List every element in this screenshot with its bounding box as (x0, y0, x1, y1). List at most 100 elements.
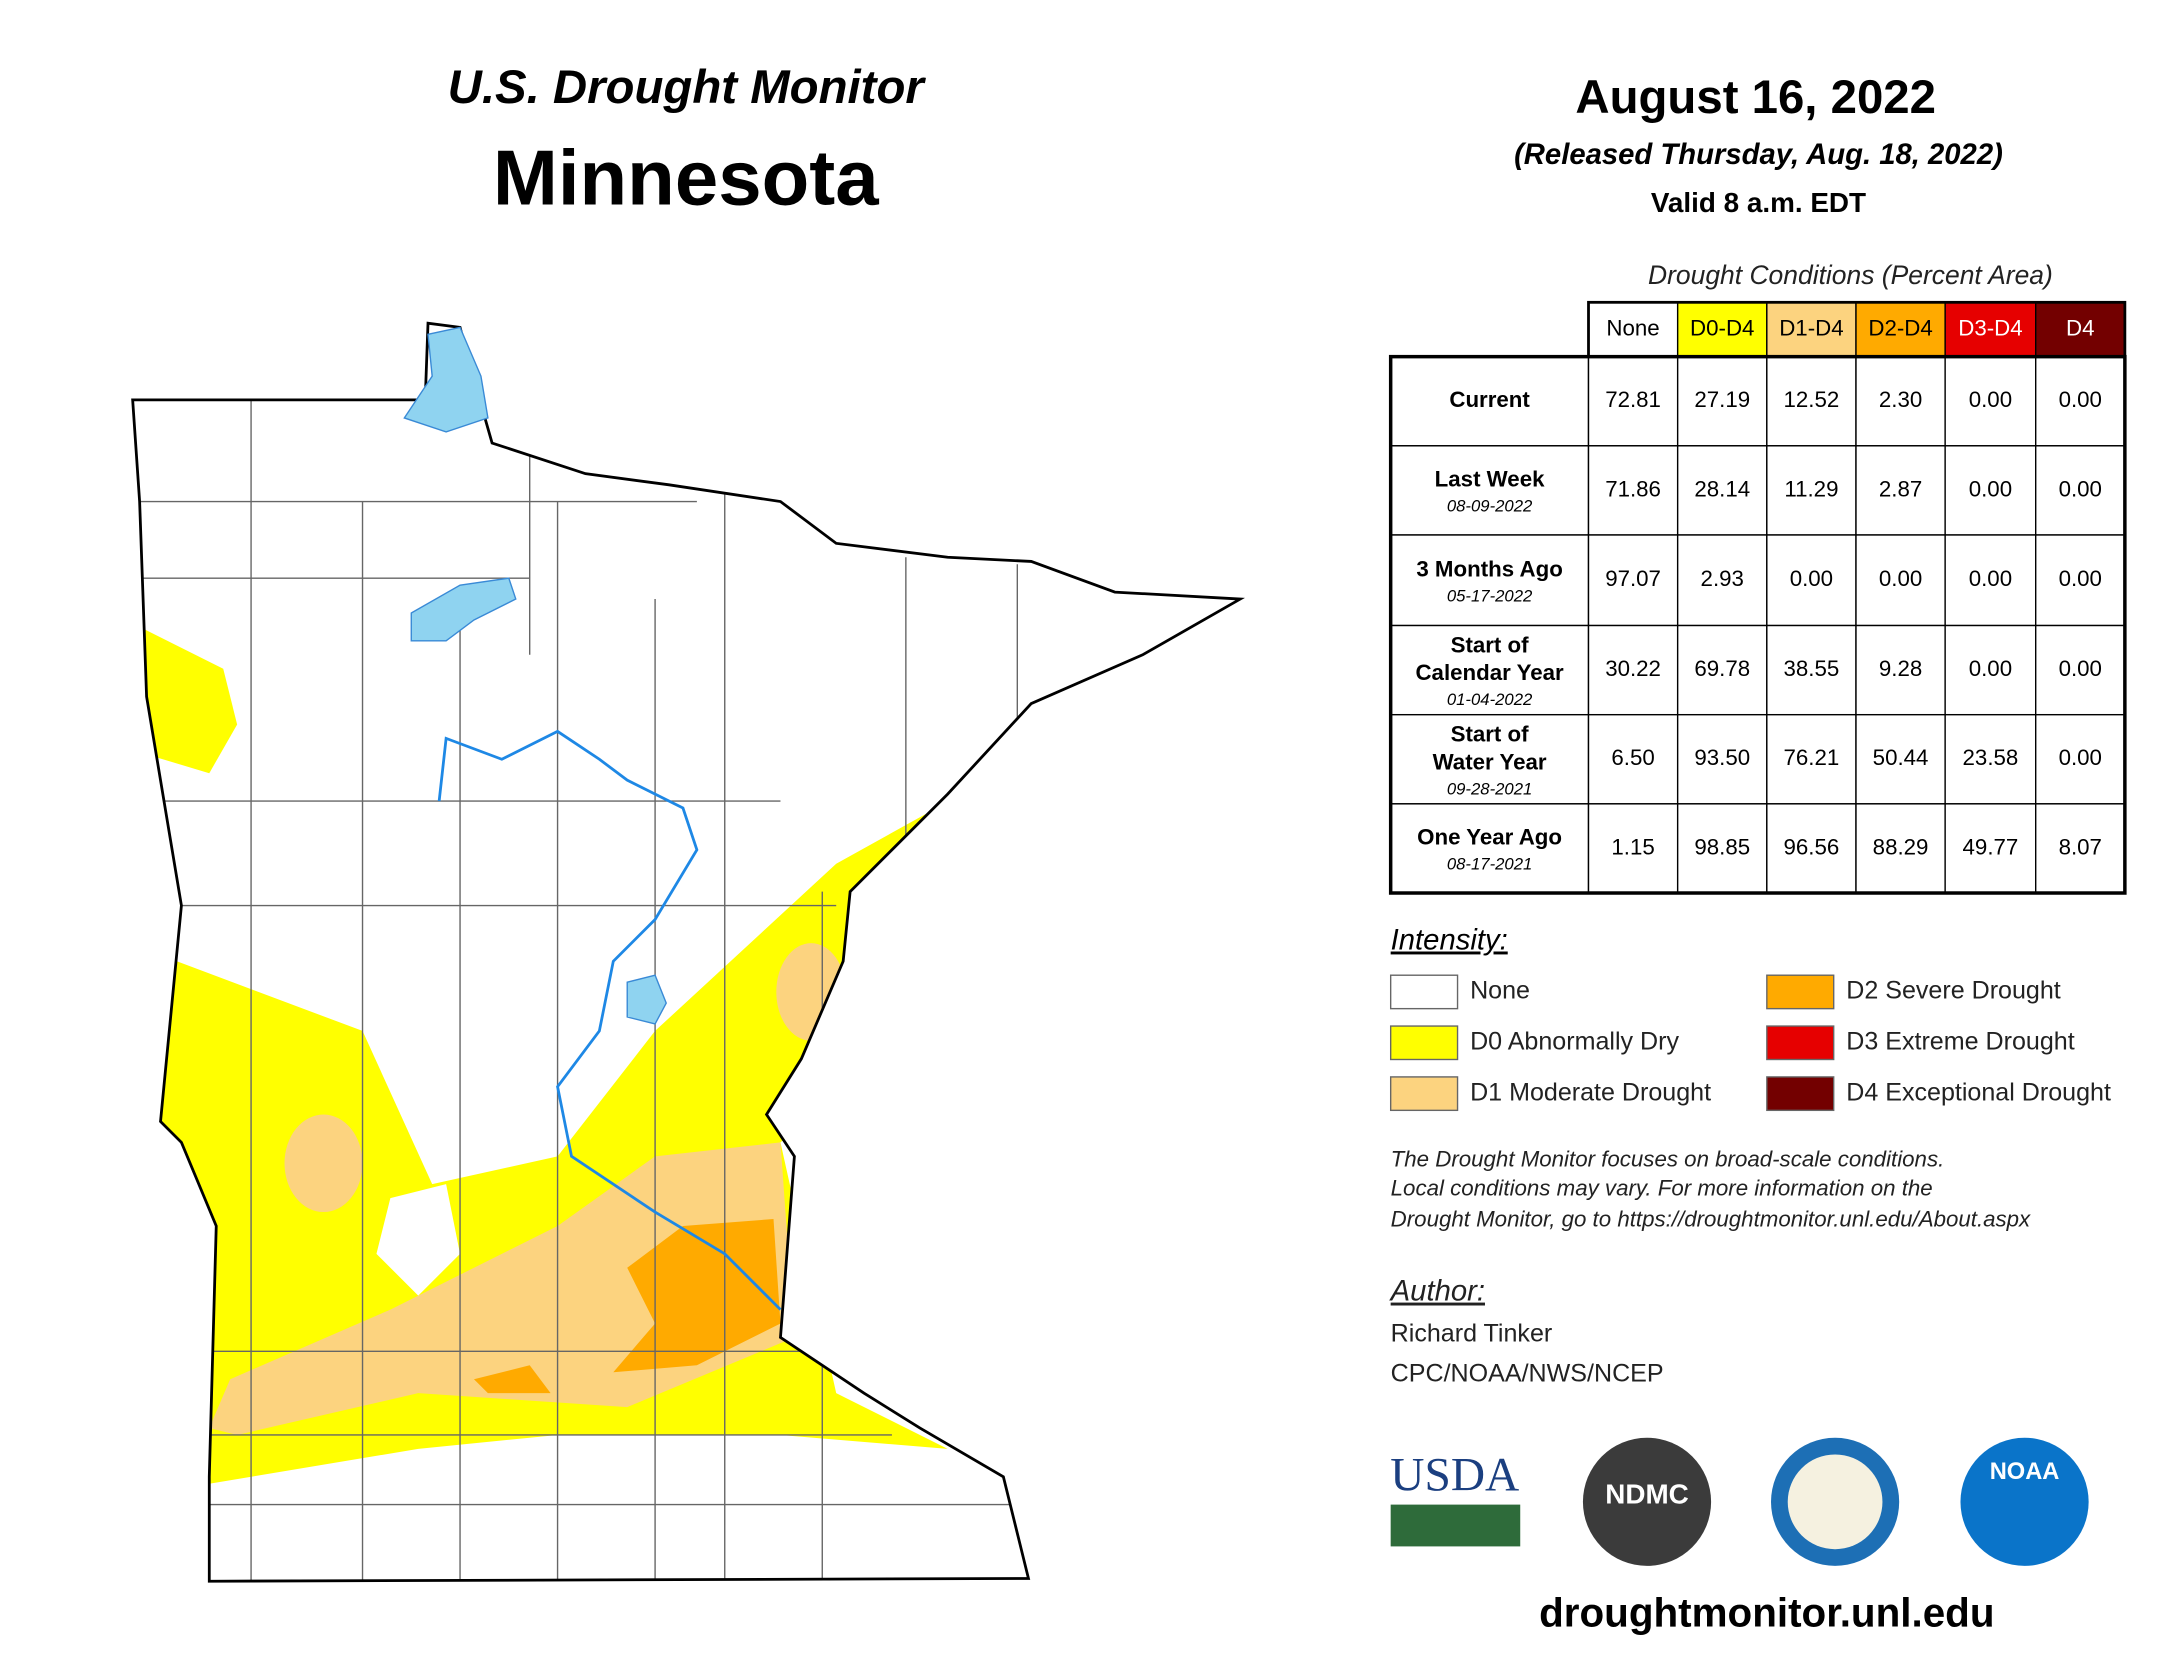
value: 0.00 (1879, 566, 1922, 591)
legend-label: D3 Extreme Drought (1846, 1027, 2074, 1055)
value-cell (1855, 803, 1946, 894)
logos: USDA NDMC NOAA (1390, 1437, 2089, 1566)
row-label: Start of (1451, 721, 1530, 746)
column-header: D0-D4 (1690, 315, 1754, 340)
value: 12.52 (1784, 387, 1840, 412)
value-cell (1855, 713, 1946, 805)
value: 88.29 (1873, 834, 1929, 859)
value: 49.77 (1963, 834, 2019, 859)
value: 97.07 (1605, 566, 1661, 591)
ndmc-logo-bg (1582, 1437, 1712, 1566)
legend-label: D0 Abnormally Dry (1470, 1027, 1679, 1055)
row-label: Start of (1451, 632, 1530, 657)
value: 23.58 (1963, 745, 2019, 770)
row-label: Water Year (1433, 749, 1547, 774)
legend: Intensity: None D0 Abnormally Dry D1 Moder… (1389, 925, 2111, 1112)
value-cell (1766, 624, 1857, 716)
row-date: 05-17-2022 (1447, 586, 1533, 605)
value: 6.50 (1611, 745, 1654, 770)
row-label-cell (1389, 624, 1590, 716)
legend-swatch (1389, 974, 1459, 1010)
header: U.S. Drought Monitor Minnesota August 16… (448, 61, 2003, 221)
value: 28.14 (1694, 476, 1750, 501)
value-cell (1587, 534, 1679, 627)
value: 0.00 (2059, 566, 2102, 591)
column-header: D3-D4 (1958, 315, 2022, 340)
value: 2.93 (1701, 566, 1744, 591)
legend-swatch (1766, 1076, 1835, 1112)
valid: Valid 8 a.m. EDT (1651, 187, 1866, 218)
value: 0.00 (1790, 566, 1833, 591)
usda-band (1390, 1504, 1521, 1547)
usda-logo: USDA (1390, 1449, 1519, 1501)
value-cell (1855, 534, 1946, 627)
row-label: Current (1449, 387, 1530, 412)
value-cell (2035, 445, 2126, 536)
legend-swatch (1389, 1025, 1459, 1061)
value: 38.55 (1784, 656, 1840, 681)
note: The Drought Monitor focuses on broad-sca… (1391, 1146, 2031, 1231)
row-date: 09-28-2021 (1447, 779, 1532, 798)
value-cell (1676, 445, 1768, 536)
legend-label: D1 Moderate Drought (1470, 1078, 1711, 1106)
date: August 16, 2022 (1575, 71, 1936, 124)
column-header: None (1606, 315, 1659, 340)
row-label-cell (1389, 713, 1590, 805)
value-cell (1676, 534, 1768, 627)
value: 0.00 (2059, 745, 2102, 770)
map (131, 321, 1242, 1583)
row-label: Calendar Year (1415, 660, 1564, 685)
column-header: D4 (2066, 315, 2094, 340)
program-title: U.S. Drought Monitor (448, 61, 927, 114)
author: Author: Richard Tinker CPC/NOAA/NWS/NCEP (1389, 1276, 1664, 1388)
value: 50.44 (1873, 745, 1929, 770)
value-cell (1587, 803, 1679, 894)
value-cell (1766, 355, 1857, 447)
doc-logo-inner (1787, 1454, 1883, 1550)
value: 2.30 (1879, 387, 1922, 412)
value-cell (1587, 355, 1679, 447)
noaa-logo: NOAA (1990, 1459, 2060, 1485)
value: 96.56 (1784, 834, 1840, 859)
released: (Released Thursday, Aug. 18, 2022) (1514, 139, 2003, 171)
value: 0.00 (1969, 387, 2012, 412)
header-border (1587, 300, 2127, 359)
row-date: 08-17-2021 (1447, 855, 1532, 874)
value: 1.15 (1611, 834, 1654, 859)
legend-swatch (1766, 1025, 1835, 1061)
ndmc-logo: NDMC (1605, 1479, 1689, 1510)
row-label: One Year Ago (1417, 825, 1562, 850)
value: 8.07 (2059, 834, 2102, 859)
row-label-cell (1389, 445, 1590, 536)
author-name: Richard Tinker (1391, 1319, 1553, 1347)
table-title: Drought Conditions (Percent Area) (1648, 260, 2053, 290)
value: 27.19 (1694, 387, 1750, 412)
legend-swatch (1766, 974, 1835, 1010)
column-header-cell (1676, 301, 1768, 358)
value-cell (1676, 713, 1768, 805)
value: 72.81 (1605, 387, 1661, 412)
row-label-cell (1389, 534, 1590, 627)
value: 0.00 (1969, 566, 2012, 591)
value-cell (1766, 803, 1857, 894)
value: 76.21 (1784, 745, 1840, 770)
legend-swatch (1389, 1076, 1459, 1112)
note-line: Local conditions may vary. For more info… (1391, 1176, 1933, 1201)
column-header: D2-D4 (1868, 315, 1932, 340)
legend-title: Intensity: (1391, 925, 1508, 957)
value: 0.00 (2059, 387, 2102, 412)
value: 30.22 (1605, 656, 1661, 681)
value: 9.28 (1879, 656, 1922, 681)
column-header-cell (2035, 301, 2126, 358)
row-label: 3 Months Ago (1416, 556, 1562, 581)
value-cell (2035, 803, 2126, 894)
row-label-cell (1389, 803, 1590, 894)
value: 0.00 (1969, 656, 2012, 681)
value-cell (1944, 713, 2037, 805)
legend-label: None (1470, 977, 1530, 1005)
note-line: Drought Monitor, go to https://droughtmo… (1391, 1206, 2031, 1231)
noaa-logo-bg (1960, 1437, 2089, 1566)
state-title: Minnesota (493, 134, 879, 222)
row-date: 08-09-2022 (1447, 497, 1533, 516)
